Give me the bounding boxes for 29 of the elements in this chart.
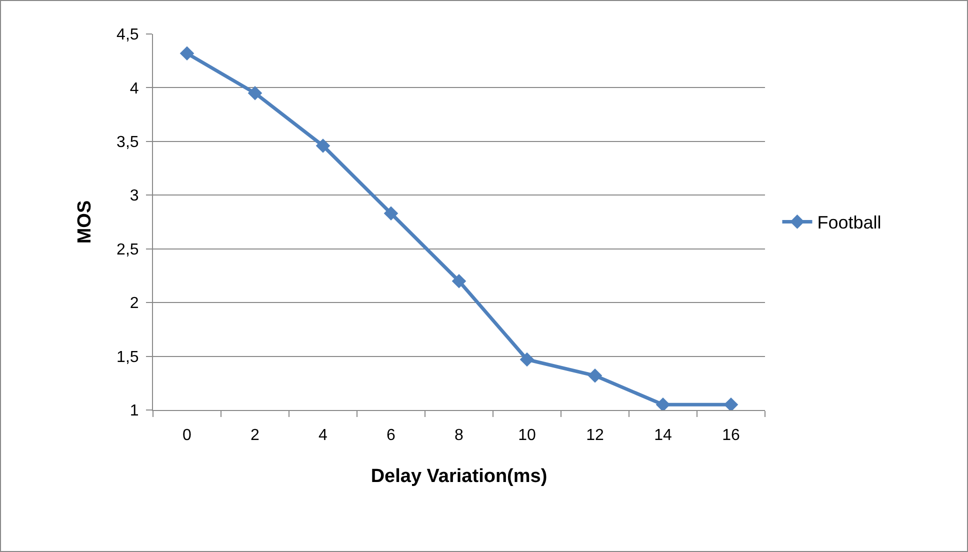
y-tick-label: 3,5 [116, 134, 139, 152]
point [656, 397, 670, 410]
x-tick-label: 0 [182, 427, 192, 444]
point [724, 397, 738, 410]
y-tick-label: 1,5 [116, 348, 139, 366]
point [520, 352, 534, 367]
x-tick-label: 14 [654, 427, 672, 444]
y-tick-label: 4 [130, 80, 139, 98]
point [384, 206, 398, 221]
y-tick-label: 2 [130, 295, 139, 312]
x-tick-label: 2 [250, 427, 260, 444]
y-tick-label: 3 [130, 188, 139, 205]
x-tick-label: 4 [318, 427, 328, 444]
y-tick-label: 2,5 [116, 241, 139, 258]
point [452, 274, 466, 288]
x-tick-label: 12 [586, 427, 604, 444]
point [248, 86, 262, 100]
point [588, 368, 602, 383]
point [180, 46, 194, 60]
x-tick-label: 6 [386, 427, 396, 444]
point [316, 138, 330, 153]
x-tick-label: 10 [518, 427, 536, 444]
x-tick-label: 8 [454, 427, 464, 444]
x-tick-label: 16 [722, 427, 740, 444]
legend-label: Football [817, 212, 882, 233]
y-tick-label: 1 [130, 402, 139, 420]
x-axis-title: Delay Variation(ms) [370, 466, 548, 487]
y-tick-label: 4,5 [116, 26, 139, 44]
y-axis-title: MOS [74, 200, 96, 244]
